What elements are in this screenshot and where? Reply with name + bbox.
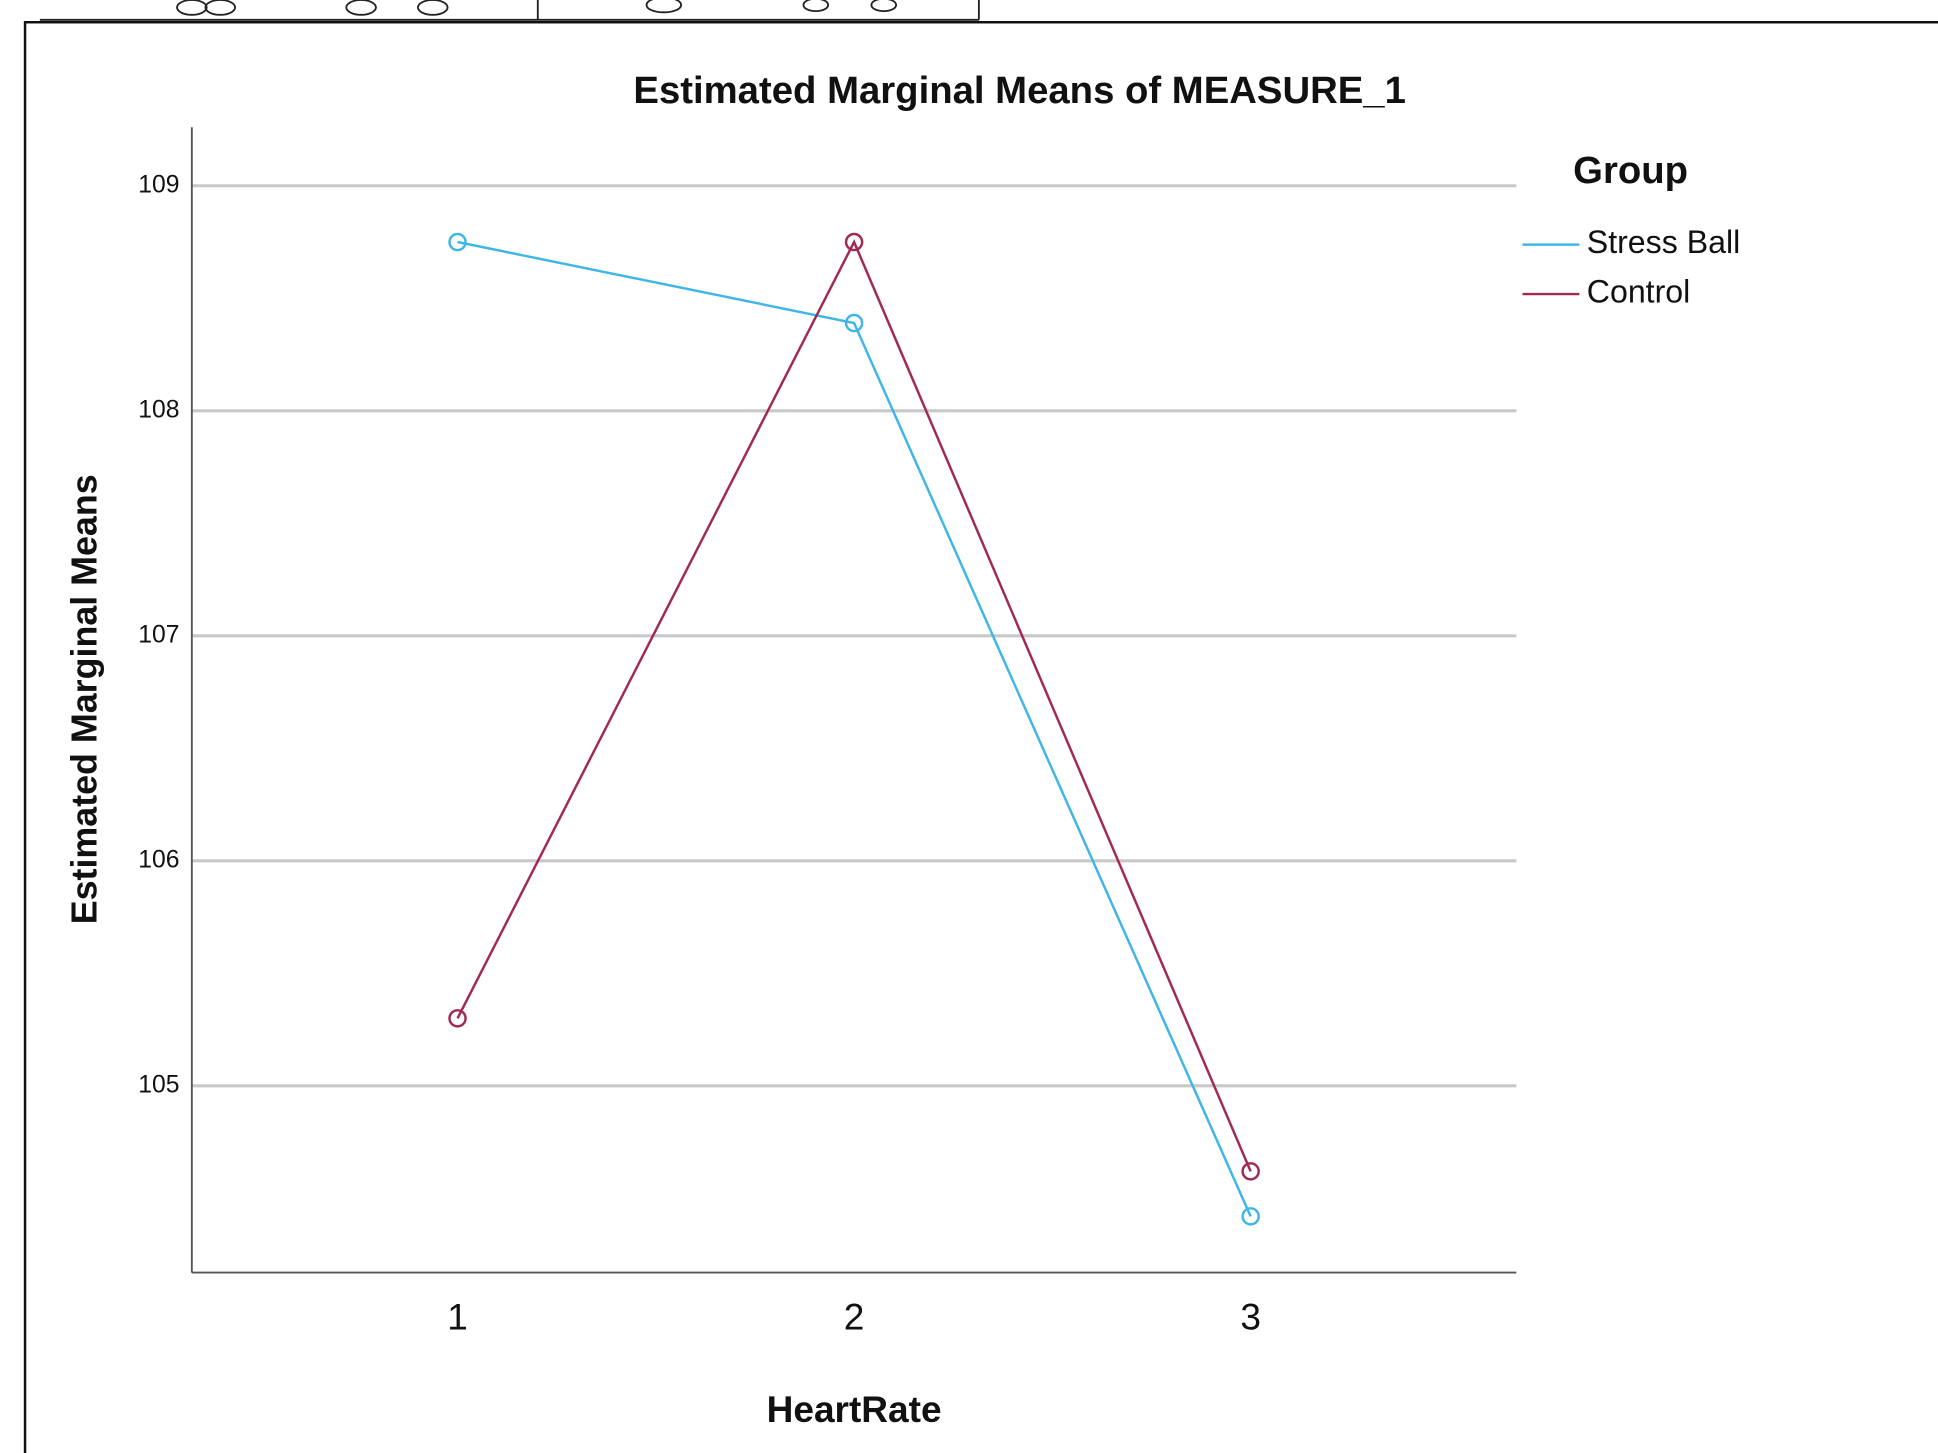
point-marker — [1243, 1208, 1259, 1224]
y-tick-label: 108 — [138, 396, 179, 423]
previous-figure-fragment — [40, 0, 979, 20]
x-tick-label: 3 — [1240, 1295, 1261, 1337]
series-line — [458, 242, 1251, 1171]
y-tick-label: 105 — [138, 1071, 179, 1098]
y-tick-label: 109 — [138, 171, 179, 198]
series-line — [458, 242, 1251, 1216]
x-tick-label: 1 — [447, 1295, 468, 1337]
y-tick-label: 106 — [138, 846, 179, 873]
legend-label: Stress Ball — [1587, 224, 1740, 260]
x-tick-label: 2 — [844, 1295, 865, 1337]
legend-title: Group — [1573, 149, 1688, 192]
legend-label: Control — [1587, 274, 1691, 310]
y-axis-label: Estimated Marginal Means — [64, 474, 104, 924]
chart: Estimated Marginal Means of MEASURE_1 Es… — [0, 0, 1938, 1453]
x-axis-label: HeartRate — [767, 1388, 942, 1430]
y-tick-label: 107 — [138, 621, 179, 648]
chart-title: Estimated Marginal Means of MEASURE_1 — [633, 69, 1406, 112]
page: Estimated Marginal Means of MEASURE_1 Es… — [0, 0, 1938, 1453]
point-marker — [1243, 1163, 1259, 1179]
